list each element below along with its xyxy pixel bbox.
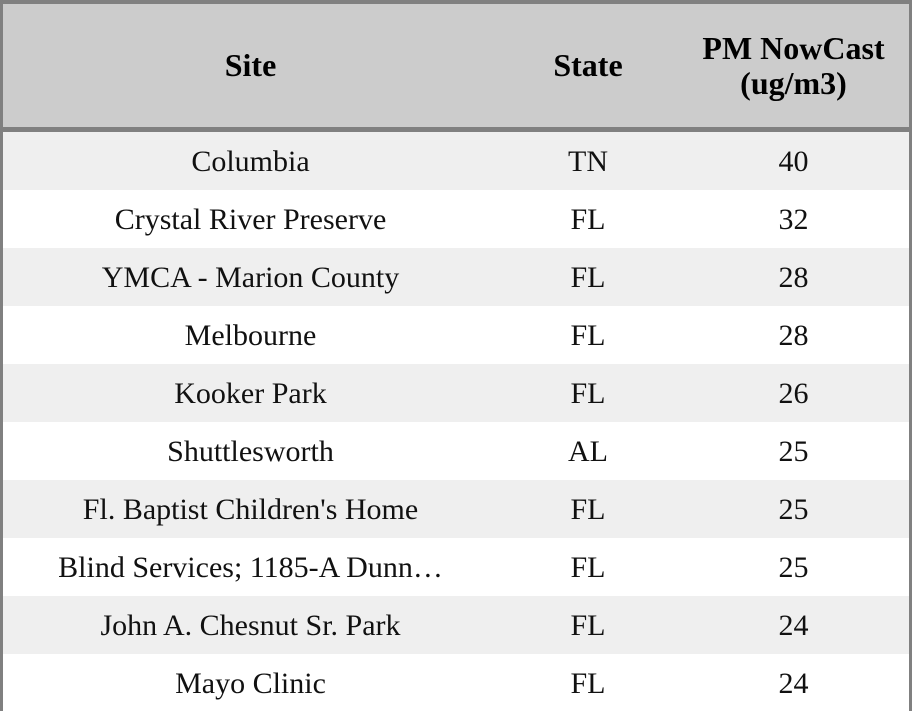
cell-state: FL — [498, 306, 678, 364]
cell-state: FL — [498, 364, 678, 422]
cell-site: John A. Chesnut Sr. Park — [3, 596, 498, 654]
cell-pm-nowcast: 28 — [678, 248, 909, 306]
column-header-state[interactable]: State — [498, 4, 678, 130]
cell-site: Melbourne — [3, 306, 498, 364]
cell-site: Kooker Park — [3, 364, 498, 422]
cell-state: FL — [498, 248, 678, 306]
cell-pm-nowcast: 25 — [678, 538, 909, 596]
cell-state: FL — [498, 538, 678, 596]
cell-pm-nowcast: 24 — [678, 654, 909, 712]
cell-state: FL — [498, 190, 678, 248]
cell-pm-nowcast: 40 — [678, 130, 909, 191]
cell-site: Mayo Clinic — [3, 654, 498, 712]
cell-state: FL — [498, 654, 678, 712]
cell-pm-nowcast: 25 — [678, 480, 909, 538]
table-header: Site State PM NowCast (ug/m3) — [3, 4, 909, 130]
cell-state: AL — [498, 422, 678, 480]
cell-pm-nowcast: 28 — [678, 306, 909, 364]
column-header-pm-nowcast[interactable]: PM NowCast (ug/m3) — [678, 4, 909, 130]
cell-pm-nowcast: 24 — [678, 596, 909, 654]
cell-pm-nowcast: 26 — [678, 364, 909, 422]
cell-site: Blind Services; 1185-A Dunn… — [3, 538, 498, 596]
table-header-row: Site State PM NowCast (ug/m3) — [3, 4, 909, 130]
cell-state: TN — [498, 130, 678, 191]
cell-site: YMCA - Marion County — [3, 248, 498, 306]
cell-site: Columbia — [3, 130, 498, 191]
cell-pm-nowcast: 25 — [678, 422, 909, 480]
cell-site: Crystal River Preserve — [3, 190, 498, 248]
cell-site: Fl. Baptist Children's Home — [3, 480, 498, 538]
cell-site: Shuttlesworth — [3, 422, 498, 480]
cell-state: FL — [498, 480, 678, 538]
cell-state: FL — [498, 596, 678, 654]
cell-pm-nowcast: 32 — [678, 190, 909, 248]
column-header-site[interactable]: Site — [3, 4, 498, 130]
